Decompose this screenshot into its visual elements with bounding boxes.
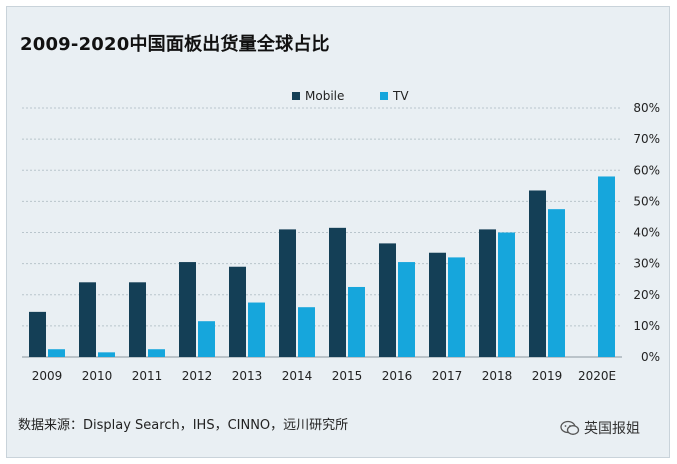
y-tick-label: 70% — [633, 132, 660, 146]
bars — [29, 176, 615, 357]
y-tick-label: 80% — [633, 101, 660, 115]
x-tick-label: 2020E — [578, 369, 616, 383]
bar-tv — [498, 232, 515, 357]
bar-mobile — [229, 266, 246, 357]
bar-mobile — [29, 311, 46, 357]
bar-tv — [198, 321, 215, 357]
watermark-text: 英国报姐 — [584, 421, 640, 437]
bar-mobile — [279, 229, 296, 357]
bar-mobile — [129, 282, 146, 357]
x-tick-label: 2015 — [332, 369, 363, 383]
bar-tv — [398, 262, 415, 357]
x-tick-label: 2011 — [132, 369, 163, 383]
legend: Mobile TV — [292, 89, 409, 103]
legend-swatch — [292, 92, 300, 100]
y-tick-label: 10% — [633, 319, 660, 333]
bar-tv — [98, 352, 115, 357]
legend-label: Mobile — [305, 89, 344, 103]
source-note: 数据来源：Display Search，IHS，CINNO，远川研究所 — [18, 418, 349, 433]
bar-mobile — [379, 243, 396, 357]
x-tick-label: 2010 — [82, 369, 113, 383]
y-tick-label: 50% — [633, 194, 660, 208]
chart-title: 2009-2020中国面板出货量全球占比 — [20, 34, 330, 55]
x-tick-label: 2012 — [182, 369, 213, 383]
x-tick-label: 2013 — [232, 369, 263, 383]
watermark: 英国报姐 — [560, 418, 640, 438]
bar-mobile — [479, 229, 496, 357]
x-tick-label: 2016 — [382, 369, 413, 383]
legend-label: TV — [392, 89, 409, 103]
bar-mobile — [429, 252, 446, 357]
bar-mobile — [329, 227, 346, 357]
bar-mobile — [79, 282, 96, 357]
y-tick-label: 0% — [641, 350, 660, 364]
bar-tv — [598, 176, 615, 357]
bar-tv — [448, 257, 465, 357]
y-tick-label: 30% — [633, 257, 660, 271]
x-tick-label: 2009 — [32, 369, 63, 383]
axis-labels: 0% 10% 20% 30% 40% 50% 60% 70% 80% 2009 2010 2011 20… — [32, 101, 660, 383]
wechat-icon — [560, 420, 580, 435]
gridlines — [22, 107, 622, 358]
bar-mobile — [179, 262, 196, 357]
bar-tv — [148, 349, 165, 357]
legend-swatch — [380, 92, 388, 100]
y-tick-label: 20% — [633, 288, 660, 302]
bar-tv — [348, 286, 365, 357]
x-tick-label: 2014 — [282, 369, 313, 383]
x-tick-label: 2017 — [432, 369, 463, 383]
bar-tv — [48, 349, 65, 357]
bar-tv — [548, 209, 565, 357]
bar-tv — [298, 307, 315, 357]
y-tick-label: 40% — [633, 226, 660, 240]
y-tick-label: 60% — [633, 163, 660, 177]
bar-mobile — [529, 190, 546, 357]
x-tick-label: 2018 — [482, 369, 513, 383]
bar-tv — [248, 302, 265, 357]
x-tick-label: 2019 — [532, 369, 563, 383]
